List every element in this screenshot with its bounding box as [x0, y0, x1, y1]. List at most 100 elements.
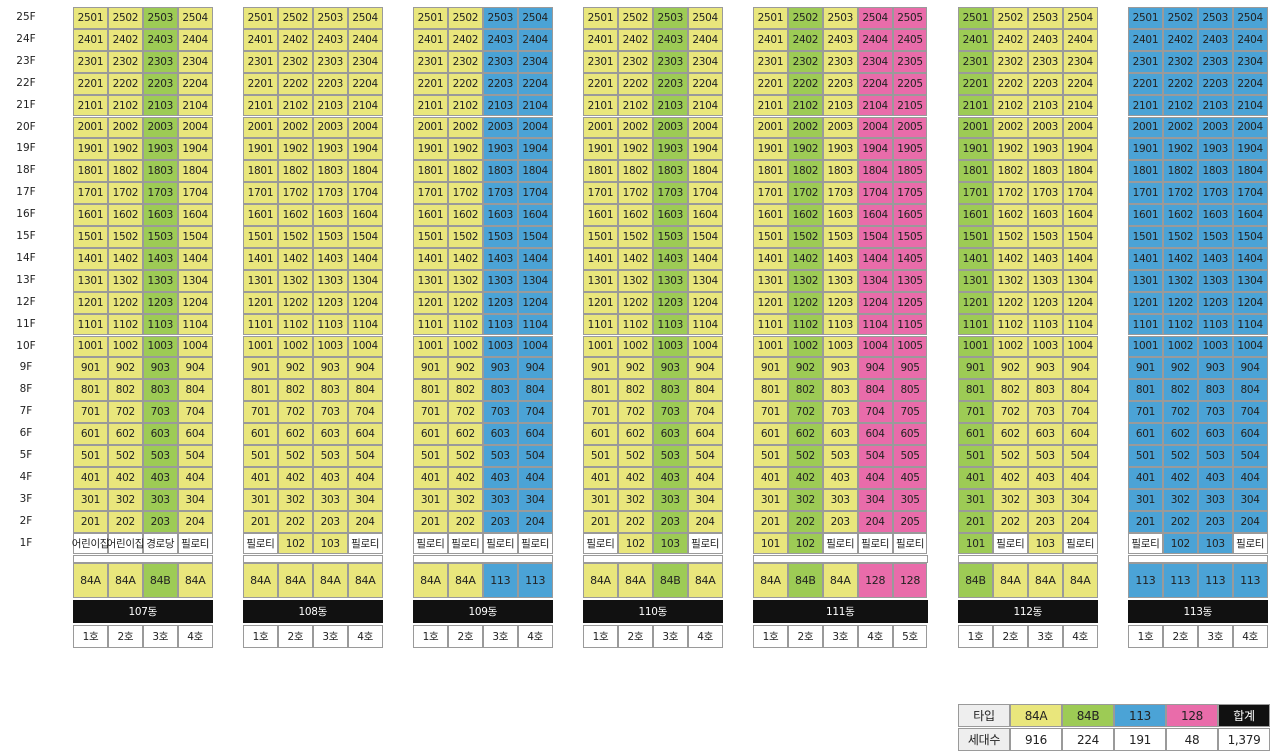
unit-cell: 1204	[1232, 291, 1268, 314]
unit-cell: 2302	[617, 50, 653, 73]
unit-cell: 1502	[1162, 226, 1198, 248]
unit-cell: 2303	[482, 50, 518, 73]
unit-cell: 1702	[107, 182, 143, 205]
unit-cell: 302	[617, 488, 653, 511]
unit-cell: 504	[1062, 445, 1098, 467]
unit-cell: 701	[958, 401, 993, 424]
unit-cell: 602	[447, 423, 483, 445]
unit-cell: 1704	[517, 182, 553, 205]
unit-cell: 1402	[992, 247, 1028, 270]
unit-cell: 1803	[142, 160, 178, 183]
unit-cell: 802	[107, 379, 143, 402]
unit-cell: 201	[73, 510, 108, 533]
unit-cell: 1603	[482, 204, 518, 226]
unit-cell: 2201	[1128, 72, 1163, 95]
unit-cell: 1701	[413, 182, 448, 205]
ground-cell: 어린이집	[72, 532, 109, 555]
unit-cell: 1902	[787, 138, 823, 161]
unit-cell: 1002	[617, 335, 653, 358]
unit-cell: 1802	[617, 160, 653, 183]
unit-cell: 2402	[787, 28, 823, 51]
unit-cell: 205	[892, 510, 928, 533]
unit-cell: 403	[482, 466, 518, 489]
unit-cell: 901	[958, 357, 993, 380]
unit-cell: 801	[243, 379, 278, 402]
floor-label: 14F	[16, 251, 36, 264]
unit-cell: 1803	[1027, 160, 1063, 183]
spacer-row	[958, 554, 1098, 563]
unit-cell: 503	[482, 445, 518, 467]
unit-cell: 2204	[687, 72, 723, 95]
unit-cell: 1504	[517, 226, 553, 248]
unit-cell: 2204	[517, 72, 553, 95]
unit-cell: 2501	[753, 7, 788, 29]
unit-cell: 904	[857, 357, 893, 380]
unit-cell: 604	[687, 423, 723, 445]
unit-cell: 2005	[892, 116, 928, 139]
unit-cell: 901	[1128, 357, 1163, 380]
unit-cell: 903	[312, 357, 348, 380]
unit-cell: 1703	[142, 182, 178, 205]
unit-cell: 2103	[312, 94, 348, 117]
unit-cell: 1702	[787, 182, 823, 205]
unit-cell: 2202	[787, 72, 823, 95]
unit-cell: 2003	[482, 116, 518, 139]
floor-label: 5F	[19, 449, 33, 461]
unit-cell: 1301	[73, 269, 108, 292]
unit-cell: 2103	[482, 94, 518, 117]
unit-cell: 2404	[517, 28, 553, 51]
unit-cell: 802	[1162, 379, 1198, 402]
unit-cell: 602	[617, 423, 653, 445]
unit-cell: 1503	[312, 226, 348, 248]
unit-cell: 1402	[1162, 247, 1198, 270]
unit-cell: 1004	[687, 335, 723, 358]
unit-cell: 602	[107, 423, 143, 445]
unit-cell: 1303	[1197, 269, 1233, 292]
unit-cell: 1002	[992, 335, 1028, 358]
unit-cell: 803	[652, 379, 688, 402]
unit-cell: 2201	[413, 72, 448, 95]
unit-cell: 2304	[1232, 50, 1268, 73]
building-name: 107동	[73, 600, 213, 623]
legend-header: 합계	[1218, 704, 1270, 727]
unit-cell: 1704	[1062, 182, 1098, 205]
unit-cell: 2103	[142, 94, 178, 117]
unit-cell: 2304	[347, 50, 383, 73]
unit-cell: 2103	[822, 94, 858, 117]
type-cell: 84B	[652, 563, 688, 598]
ground-cell: 경로당	[142, 532, 178, 555]
floor-label: 25F	[16, 11, 36, 23]
unit-cell: 2403	[652, 28, 688, 51]
unit-cell: 402	[1162, 466, 1198, 489]
unit-cell: 2404	[177, 28, 213, 51]
unit-cell: 1905	[892, 138, 928, 161]
unit-cell: 1003	[1197, 335, 1233, 358]
type-cell: 84A	[243, 563, 278, 598]
ground-cell: 102	[617, 532, 653, 555]
unit-cell: 1204	[687, 291, 723, 314]
unit-cell: 204	[687, 510, 723, 533]
unit-cell: 2304	[857, 50, 893, 73]
spacer-row	[1128, 554, 1268, 563]
unit-cell: 2101	[753, 94, 788, 117]
unit-cell: 1604	[347, 204, 383, 226]
unit-cell: 1803	[312, 160, 348, 183]
unit-cell: 1102	[617, 313, 653, 336]
unit-cell: 401	[753, 466, 788, 489]
unit-cell: 302	[277, 488, 313, 511]
building-name: 110동	[583, 600, 723, 623]
unit-cell: 1101	[753, 313, 788, 336]
floor-label: 23F	[16, 54, 36, 67]
unit-cell: 2002	[447, 116, 483, 139]
unit-cell: 1003	[482, 335, 518, 358]
unit-cell: 601	[958, 423, 993, 445]
unit-cell: 1102	[447, 313, 483, 336]
unit-cell: 1604	[1062, 204, 1098, 226]
spacer-row	[73, 554, 213, 563]
unit-cell: 1202	[617, 291, 653, 314]
unit-cell: 704	[177, 401, 213, 424]
unit-cell: 2003	[652, 116, 688, 139]
unit-cell: 2401	[413, 28, 448, 51]
type-cell: 113	[517, 563, 553, 598]
unit-cell: 2301	[243, 50, 278, 73]
